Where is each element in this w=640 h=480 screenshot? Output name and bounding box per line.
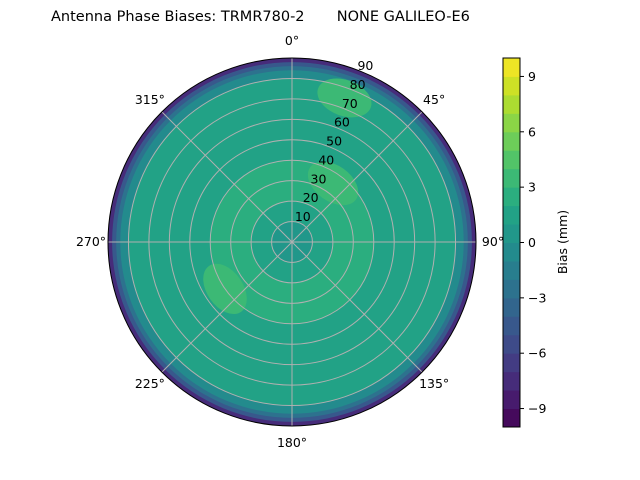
r-tick-label: 10 [295,209,311,224]
colorbar-band [503,408,520,428]
r-tick-label: 90 [357,58,373,73]
colorbar-tick-label: 0 [528,235,536,250]
colorbar-band [503,94,520,114]
theta-gridline [161,111,293,243]
theta-tick-label: 45° [423,92,445,107]
polar-frame [107,57,477,427]
colorbar-band [503,316,520,336]
colorbar-band [503,260,520,280]
r-tick-label: 50 [326,134,342,149]
theta-tick-label: 0° [285,33,299,48]
theta-gridline [161,241,293,373]
colorbar-band [503,58,520,77]
theta-tick-label: 135° [419,376,449,391]
theta-tick-label: 225° [135,376,165,391]
r-tick-label: 30 [311,171,327,186]
colorbar-band [503,168,520,188]
r-tick-label: 20 [303,190,319,205]
colorbar-band [503,390,520,410]
colorbar-band [503,113,520,133]
contour-highlight [317,78,372,118]
theta-tick-label: 270° [76,234,106,249]
theta-tick-label: 90° [482,234,504,249]
r-tick-label: 60 [334,115,350,130]
colorbar-band [503,76,520,96]
colorbar-label: Bias (mm) [555,210,570,274]
colorbar-band [503,279,520,299]
colorbar-tick-label: 6 [528,124,536,139]
r-tick-label: 80 [350,77,366,92]
colorbar-tick-label: 3 [528,180,536,195]
colorbar-band [503,371,520,391]
theta-tick-label: 180° [277,435,307,450]
colorbar-band [503,205,520,225]
chart-title: Antenna Phase Biases: TRMR780-2 NONE GAL… [51,9,470,25]
colorbar-band [503,242,520,262]
theta-gridline [291,241,423,373]
r-tick-label: 40 [318,152,334,167]
colorbar-tick-label: 9 [528,69,536,84]
r-tick-label: 70 [342,96,358,111]
contour-highlight [307,161,359,206]
colorbar-tick-label: −9 [528,401,546,416]
colorbar-band [503,297,520,317]
theta-tick-label: 315° [135,92,165,107]
colorbar-band [503,150,520,170]
theta-gridline [291,111,423,243]
colorbar-band [503,187,520,207]
colorbar-tick-label: −3 [528,290,546,305]
colorbar-band [503,353,520,373]
colorbar-band [503,334,520,354]
colorbar-band [503,224,520,243]
colorbar-tick-label: −6 [528,346,546,361]
colorbar-band [503,131,520,151]
